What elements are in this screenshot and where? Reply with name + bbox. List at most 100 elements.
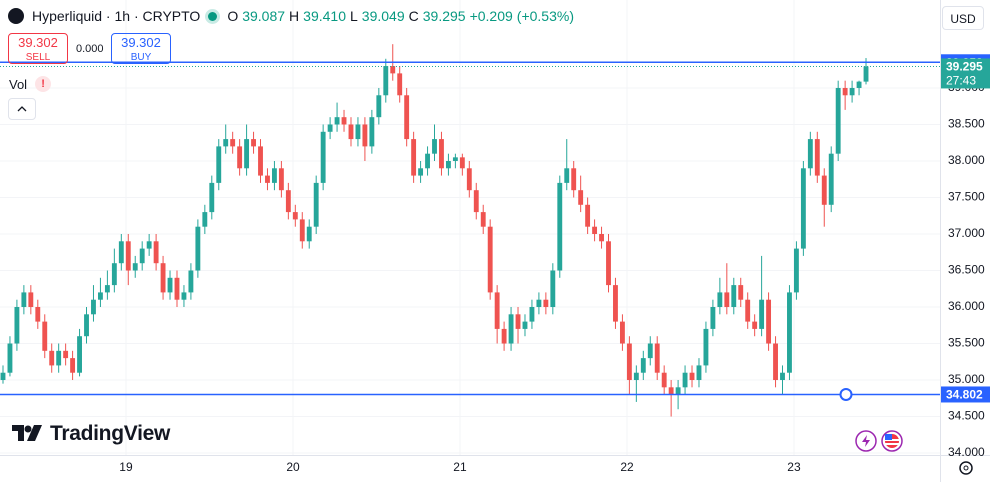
market-status bbox=[208, 11, 218, 21]
symbol-logo bbox=[8, 8, 24, 24]
ohlc-label: O bbox=[227, 8, 239, 24]
candle-body bbox=[299, 219, 305, 242]
volume-legend: Vol! bbox=[9, 76, 52, 92]
candle-body bbox=[21, 292, 27, 308]
y-tick-label: 37.000 bbox=[948, 226, 985, 240]
change: +0.209 bbox=[469, 8, 513, 24]
candle-body bbox=[752, 321, 758, 329]
candle-body bbox=[77, 336, 82, 373]
candle-body bbox=[35, 307, 41, 322]
candle-body bbox=[571, 168, 577, 191]
candle-body bbox=[70, 358, 76, 373]
x-tick-label: 20 bbox=[286, 460, 300, 474]
currency-button[interactable]: USD bbox=[942, 6, 984, 30]
line-handle[interactable] bbox=[839, 387, 853, 401]
candle-body bbox=[703, 328, 709, 366]
x-tick-label: 23 bbox=[787, 460, 801, 474]
candle-body bbox=[181, 292, 187, 300]
candle-body bbox=[56, 350, 62, 366]
candle-body bbox=[557, 182, 563, 271]
buy-button[interactable]: 39.302 BUY bbox=[111, 33, 171, 64]
ohlc-value: 39.049 bbox=[361, 8, 405, 24]
candle-body bbox=[459, 157, 465, 169]
x-tick-label: 21 bbox=[453, 460, 467, 474]
candle-body bbox=[0, 372, 6, 381]
candle-body bbox=[320, 131, 326, 183]
candle-body bbox=[292, 212, 298, 220]
candle-body bbox=[306, 226, 312, 242]
candle-body bbox=[466, 168, 472, 191]
candle-body bbox=[167, 277, 173, 293]
candle-body bbox=[411, 139, 417, 176]
candle-body bbox=[564, 168, 570, 183]
candle-body bbox=[710, 307, 716, 329]
candle-body bbox=[97, 292, 103, 300]
candle-body bbox=[759, 299, 765, 329]
candle-body bbox=[376, 95, 382, 118]
candle-body bbox=[42, 321, 48, 351]
candle-body bbox=[425, 153, 430, 169]
candle-body bbox=[146, 241, 152, 249]
candle-body bbox=[369, 117, 375, 147]
sell-button[interactable]: 39.302 SELL bbox=[8, 33, 68, 64]
candle-body bbox=[404, 95, 410, 140]
candle-body bbox=[773, 343, 778, 381]
candle-body bbox=[28, 292, 34, 308]
sell-label: SELL bbox=[25, 52, 51, 63]
candle-body bbox=[536, 299, 542, 308]
y-tick-label: 36.000 bbox=[948, 299, 985, 313]
candle-body bbox=[675, 387, 681, 395]
candle-body bbox=[362, 124, 368, 147]
candle-body bbox=[432, 139, 437, 154]
candle-body bbox=[49, 350, 55, 366]
candle-body bbox=[125, 241, 131, 271]
settings-icon[interactable] bbox=[959, 461, 973, 475]
price-label: 34.802 bbox=[946, 388, 983, 402]
ohlc-label: C bbox=[408, 8, 419, 24]
candle-body bbox=[550, 270, 556, 308]
candle-body bbox=[195, 226, 201, 271]
brand-logo bbox=[12, 425, 42, 441]
candle-body bbox=[543, 299, 549, 308]
collapse-button[interactable] bbox=[8, 98, 36, 120]
candle-body bbox=[821, 175, 827, 205]
flag-icon[interactable] bbox=[881, 430, 903, 452]
candle-body bbox=[863, 66, 869, 82]
buy-label: BUY bbox=[130, 52, 152, 63]
axes: 34.000 34.500 35.000 35.500 36.000 36.500 37.0… bbox=[119, 54, 990, 474]
candle-body bbox=[592, 226, 598, 234]
last-price-box bbox=[941, 58, 990, 89]
warning-icon[interactable]: ! bbox=[35, 76, 52, 92]
candle-body bbox=[383, 66, 389, 96]
x-tick-label: 22 bbox=[620, 460, 634, 474]
y-tick-label: 35.500 bbox=[948, 336, 985, 350]
candle-body bbox=[390, 66, 396, 74]
candle-body bbox=[696, 365, 702, 381]
candle-body bbox=[800, 168, 806, 249]
x-tick-label: 19 bbox=[119, 460, 133, 474]
y-tick-label: 36.500 bbox=[948, 263, 985, 277]
y-tick-label: 37.500 bbox=[948, 190, 985, 204]
candle-body bbox=[278, 168, 284, 191]
legend: Hyperliquid · 1h · CRYPTO O 39.087 H 39.41… bbox=[8, 8, 574, 24]
candle-body bbox=[84, 314, 89, 337]
candle-body bbox=[327, 124, 333, 132]
price-label-box bbox=[941, 386, 990, 403]
candle-body bbox=[717, 292, 723, 308]
ohlc-value: 39.410 bbox=[303, 8, 346, 24]
candle-body bbox=[738, 285, 744, 300]
brand: TradingView bbox=[12, 422, 170, 446]
last-price-label: 39.295 bbox=[946, 60, 983, 74]
candle-body bbox=[439, 139, 444, 169]
alert-icon[interactable] bbox=[855, 430, 877, 452]
candle-body bbox=[265, 175, 270, 183]
candle-body bbox=[445, 160, 451, 169]
candle-body bbox=[348, 124, 354, 140]
candle-body bbox=[842, 87, 848, 96]
candle-body bbox=[849, 87, 855, 96]
y-tick-label: 38.500 bbox=[948, 117, 985, 131]
candle-body bbox=[724, 292, 730, 308]
candle-body bbox=[578, 190, 584, 205]
